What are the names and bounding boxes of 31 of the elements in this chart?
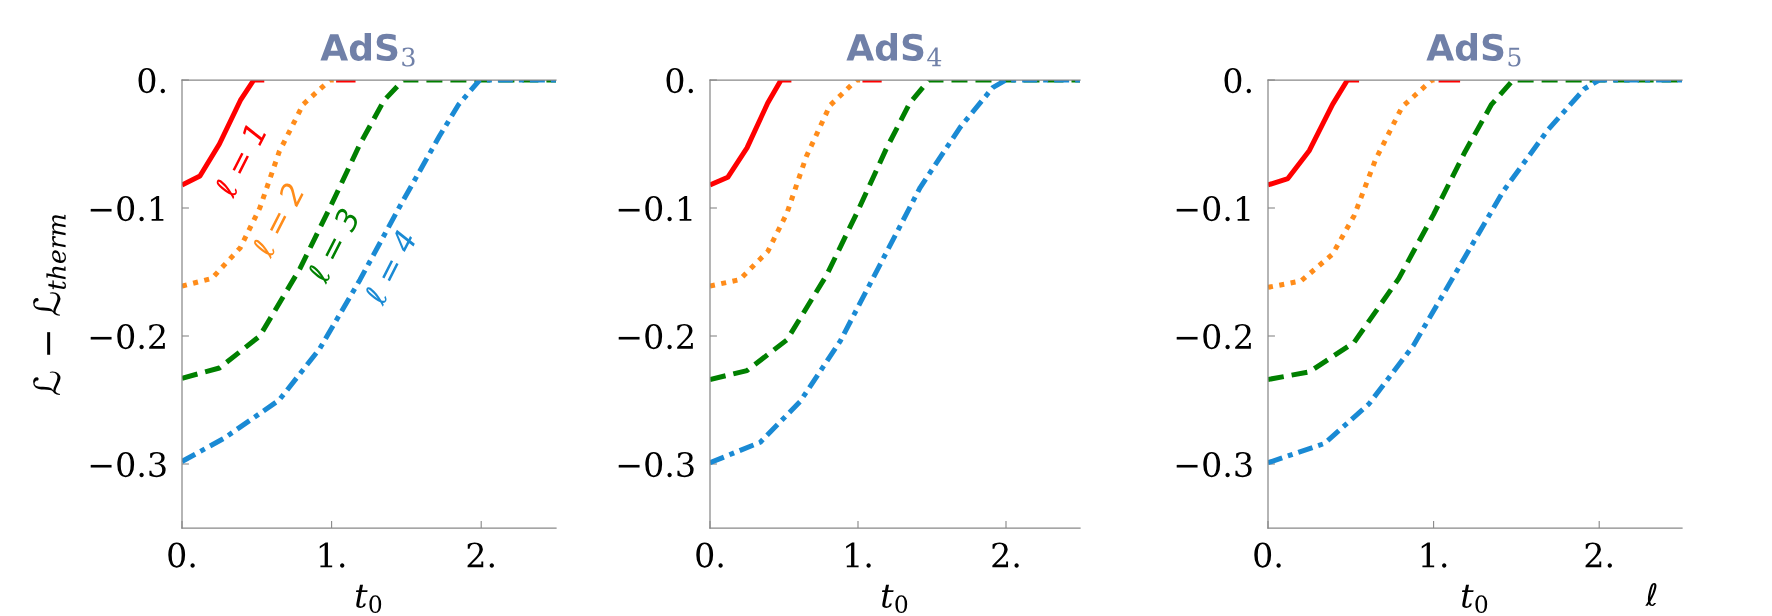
y-tick-label: −0.2	[1176, 323, 1251, 350]
y-tick-label: 0.	[666, 67, 693, 94]
x-tick-label: 2.	[992, 542, 1019, 568]
y-tick-label: −0.1	[90, 195, 164, 222]
y-tick-label: −0.3	[618, 451, 694, 478]
annotation: ℓ = 4	[362, 229, 418, 307]
x-tick-label: 0.	[696, 542, 723, 568]
x-tick-label: 2.	[1585, 542, 1612, 568]
x-axis-title: t$_{0}$	[1461, 584, 1488, 614]
chart-title: AdS$_{3}$	[320, 33, 415, 67]
chart-title: AdS$_{5}$	[1426, 33, 1521, 67]
y-axis-title: ℒ − ℒ$_{therm}$	[33, 214, 66, 395]
y-tick-label: −0.2	[90, 323, 165, 350]
x-tick-label: 2.	[467, 542, 494, 568]
x-tick-label: 0.	[1254, 542, 1281, 568]
y-tick-label: −0.1	[618, 195, 692, 222]
y-tick-label: 0.	[1224, 67, 1251, 94]
x-tick-label: 1.	[319, 542, 345, 568]
x-axis-title: t$_{0}$	[355, 584, 382, 614]
y-tick-label: −0.3	[90, 451, 166, 478]
annotation: ℓ = 3	[305, 207, 361, 285]
y-tick-label: −0.1	[1176, 195, 1250, 222]
x-tick-label: 1.	[846, 542, 871, 568]
x-tick-label: 1.	[1421, 542, 1447, 568]
chart-title: AdS$_{4}$	[846, 33, 942, 67]
y-tick-label: −0.3	[1176, 451, 1252, 478]
x-tick-label: 0.	[168, 542, 195, 568]
y-tick-label: −0.2	[618, 323, 693, 350]
y-tick-label: 0.	[138, 67, 165, 94]
x-axis-title: t$_{0}$	[881, 584, 908, 614]
text: ℓ	[1645, 582, 1657, 607]
